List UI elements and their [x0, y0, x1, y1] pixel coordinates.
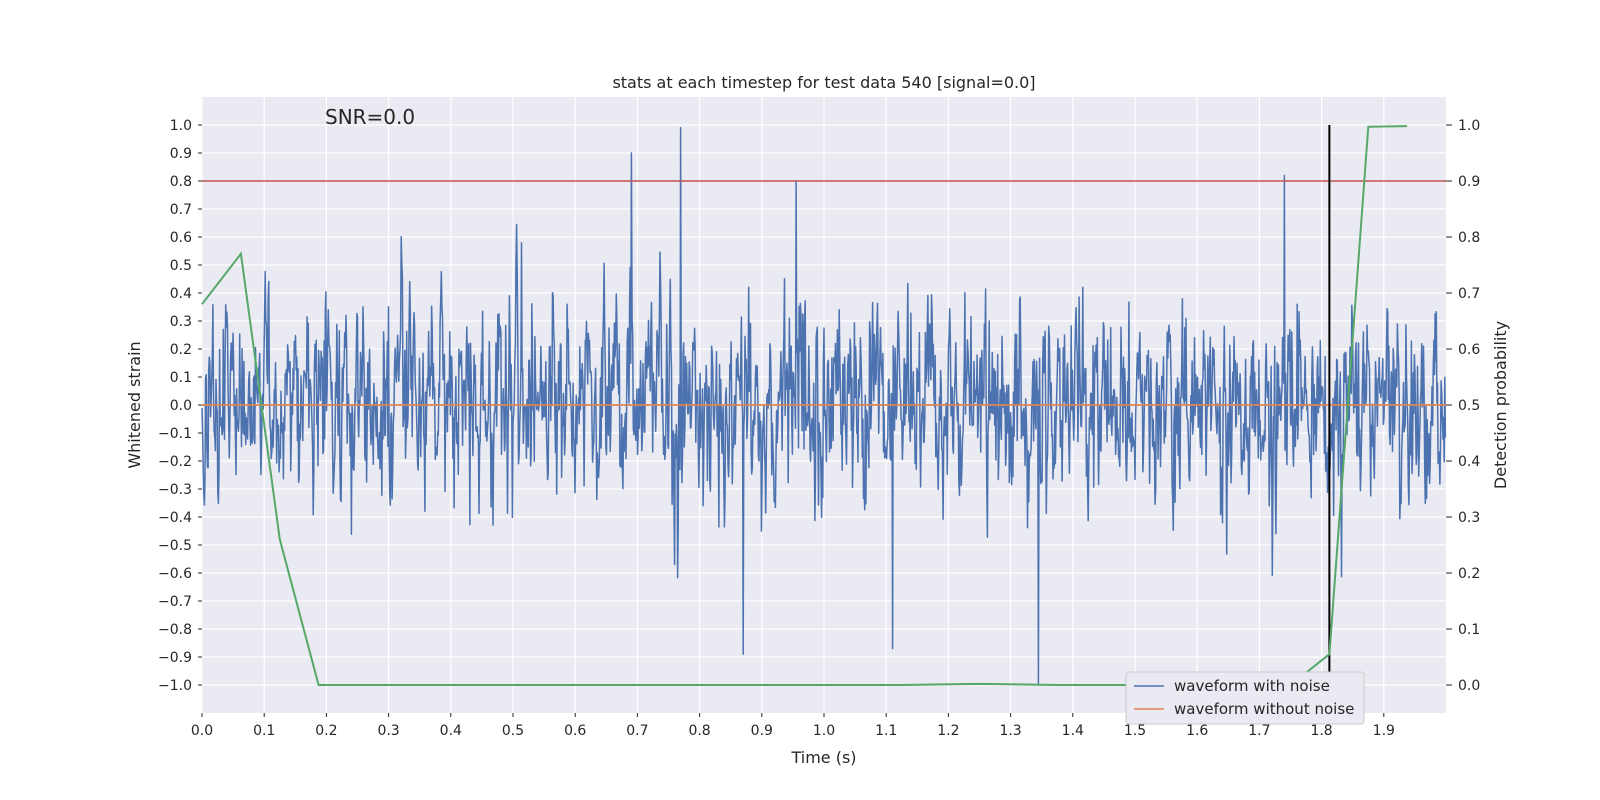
x-tick-label: 1.1: [875, 723, 897, 739]
y-tick-label: 0.9: [170, 146, 192, 162]
x-tick-label: 1.2: [937, 723, 959, 739]
y2-tick-label: 1.0: [1458, 118, 1480, 134]
y-tick-label: 0.2: [170, 342, 192, 358]
y2-tick-label: 0.1: [1458, 622, 1480, 638]
x-tick-label: 0.2: [315, 723, 337, 739]
x-tick-label: 0.1: [253, 723, 275, 739]
legend-label-noise: waveform with noise: [1174, 677, 1330, 695]
y-tick-label: 0.4: [170, 286, 192, 302]
x-tick-label: 0.0: [191, 723, 213, 739]
y-axis-label: Whitened strain: [125, 341, 144, 468]
x-tick-label: 1.7: [1248, 723, 1270, 739]
y-tick-label: 0.0: [170, 398, 192, 414]
y2-tick-label: 0.2: [1458, 566, 1480, 582]
legend-label-clean: waveform without noise: [1174, 700, 1354, 718]
y-tick-label: −0.3: [158, 482, 192, 498]
y2-tick-label: 0.9: [1458, 174, 1480, 190]
x-tick-label: 0.5: [502, 723, 524, 739]
y2-tick-label: 0.5: [1458, 398, 1480, 414]
axes: 0.0 0.1 0.2 0.3 0.4 0.5 0.6 0.7 0.8 0.9 1.0 1.1 1.2 1…: [158, 118, 1480, 739]
x-tick-label: 1.8: [1310, 723, 1332, 739]
y2-tick-label: 0.3: [1458, 510, 1480, 526]
y2-tick-label: 0.4: [1458, 454, 1480, 470]
y-tick-label: −0.7: [158, 594, 192, 610]
y-tick-label: 0.5: [170, 258, 192, 274]
y-tick-label: −0.5: [158, 538, 192, 554]
legend: waveform with noise waveform without noi…: [1125, 671, 1365, 725]
series-waveform-with-noise: [201, 127, 1447, 686]
y-tick-label: −0.8: [158, 622, 192, 638]
y-tick-label: 0.1: [170, 370, 192, 386]
y-tick-label: −1.0: [158, 678, 192, 694]
x-tick-label: 1.6: [1186, 723, 1208, 739]
x-tick-label: 0.6: [564, 723, 586, 739]
y-tick-label: −0.9: [158, 650, 192, 666]
y-tick-label: −0.1: [158, 426, 192, 442]
x-tick-label: 1.5: [1124, 723, 1146, 739]
x-tick-label: 0.4: [440, 723, 462, 739]
y-tick-label: 0.8: [170, 174, 192, 190]
y-tick-label: 0.6: [170, 230, 192, 246]
y-tick-label: −0.4: [158, 510, 192, 526]
plot-area: [201, 125, 1447, 686]
chart-title: stats at each timestep for test data 540…: [612, 73, 1035, 92]
y-tick-label: −0.6: [158, 566, 192, 582]
y2-tick-label: 0.7: [1458, 286, 1480, 302]
y2-tick-label: 0.0: [1458, 678, 1480, 694]
x-tick-label: 0.9: [751, 723, 773, 739]
x-tick-label: 1.9: [1373, 723, 1395, 739]
x-tick-label: 1.3: [999, 723, 1021, 739]
y2-axis-label: Detection probability: [1491, 321, 1510, 489]
x-axis-label: Time (s): [790, 748, 856, 767]
y-tick-label: 1.0: [170, 118, 192, 134]
x-tick-label: 0.7: [626, 723, 648, 739]
y-tick-label: 0.7: [170, 202, 192, 218]
y2-tick-label: 0.6: [1458, 342, 1480, 358]
x-tick-label: 1.0: [813, 723, 835, 739]
legend-box: [1125, 671, 1365, 725]
y-tick-label: −0.2: [158, 454, 192, 470]
y2-tick-label: 0.8: [1458, 230, 1480, 246]
x-tick-label: 0.3: [377, 723, 399, 739]
x-tick-label: 1.4: [1062, 723, 1084, 739]
y-tick-label: 0.3: [170, 314, 192, 330]
x-tick-label: 0.8: [688, 723, 710, 739]
snr-annotation: SNR=0.0: [325, 105, 415, 129]
